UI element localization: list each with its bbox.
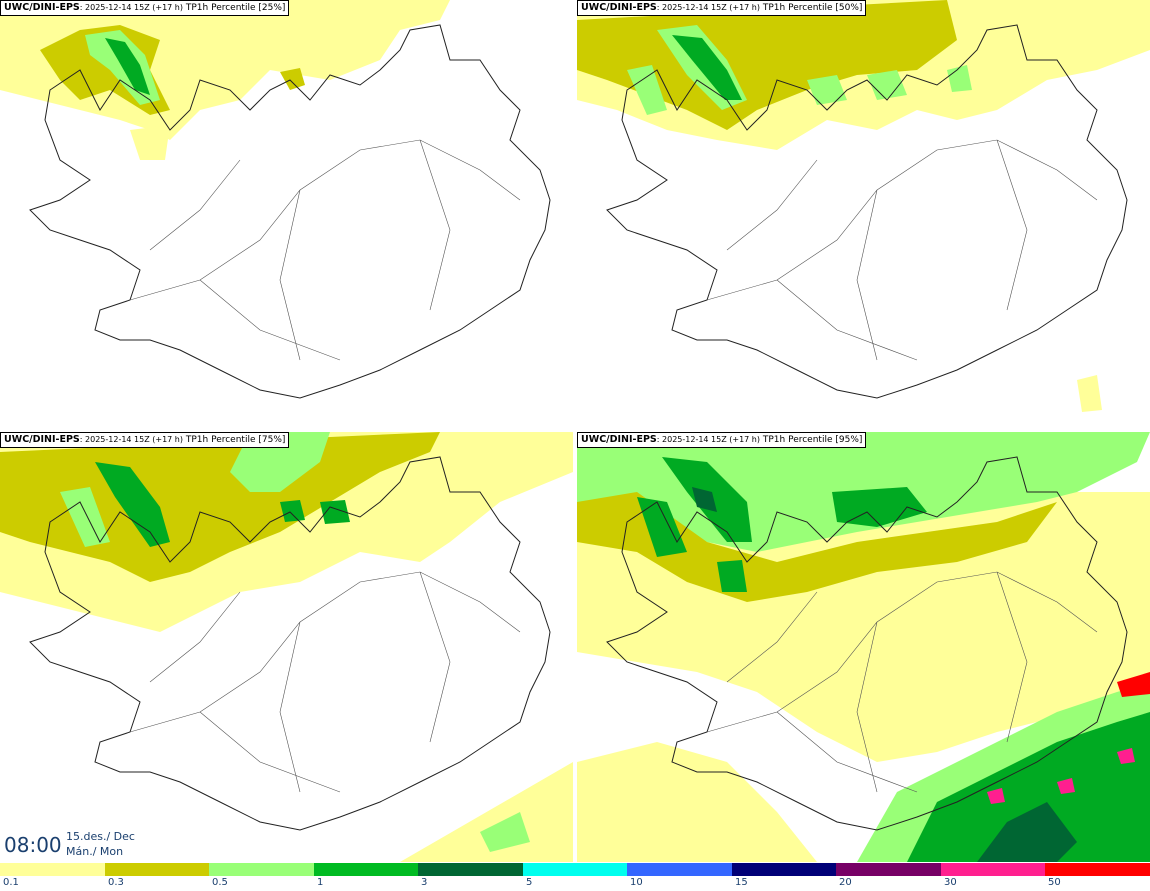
colorbar-tick-label: 30 — [944, 877, 957, 888]
colorbar-labels: 0.1 0.3 0.5 1 3 5 10 15 20 30 50 — [0, 876, 1150, 891]
colorbar-segment — [209, 863, 314, 876]
iceland-coastline — [606, 456, 1128, 831]
precip-area-green — [637, 457, 927, 592]
precip-area-red — [1117, 672, 1150, 697]
colorbar-tick-label: 50 — [1048, 877, 1061, 888]
precip-map-p50 — [577, 0, 1150, 412]
precip-area-light-green — [480, 812, 530, 852]
colorbar-segment — [1045, 863, 1150, 876]
iceland-coastline — [606, 24, 1128, 399]
precip-area-light-green — [60, 432, 330, 547]
panel-divider-horizontal — [0, 428, 1150, 432]
run-meta: : 2025-12-14 15Z (+17 h) — [656, 3, 760, 12]
precip-area-pink — [987, 748, 1135, 804]
precip-area-light-green — [627, 25, 747, 115]
precip-area-green — [95, 462, 350, 547]
colorbar-segment — [104, 863, 210, 876]
precip-area-dark-green — [977, 802, 1077, 862]
valid-date: 15.des./ Dec — [66, 830, 135, 843]
precip-area-olive — [280, 68, 305, 90]
road-network — [129, 139, 521, 361]
precip-area-green — [907, 712, 1150, 862]
colorbar-tick-label: 5 — [526, 877, 533, 888]
field-name: TP1h Percentile [50%] — [762, 3, 863, 13]
road-network — [706, 139, 1098, 361]
colorbar-segment — [836, 863, 941, 876]
panel-title: UWC/DINI-EPS: 2025-12-14 15Z (+17 h) TP1… — [0, 432, 290, 448]
road-network — [129, 571, 521, 793]
precip-map-p95 — [577, 432, 1150, 862]
valid-time-box: 08:00 15.des./ Dec Mán./ Mon — [0, 824, 140, 862]
precip-area-olive — [577, 492, 1057, 602]
colorbar-tick-label: 0.1 — [3, 877, 19, 888]
precip-map-p75 — [0, 432, 573, 862]
valid-weekday: Mán./ Mon — [66, 845, 124, 858]
field-name: TP1h Percentile [95%] — [762, 435, 863, 445]
colorbar-segment — [627, 863, 732, 876]
iceland-coastline — [29, 456, 551, 831]
precip-area-light-green — [807, 65, 972, 105]
colorbar-segment — [418, 863, 523, 876]
colorbar-tick-label: 10 — [630, 877, 643, 888]
colorbar-tick-label: 0.5 — [212, 877, 228, 888]
colorbar-tick-label: 0.3 — [108, 877, 124, 888]
colorbar-segment — [731, 863, 837, 876]
colorbar-tick-label: 1 — [317, 877, 324, 888]
panel-title: UWC/DINI-EPS: 2025-12-14 15Z (+17 h) TP1… — [0, 0, 290, 16]
map-panel-p75: UWC/DINI-EPS: 2025-12-14 15Z (+17 h) TP1… — [0, 432, 573, 862]
map-panel-p50: UWC/DINI-EPS: 2025-12-14 15Z (+17 h) TP1… — [577, 0, 1150, 428]
precip-area-light-yellow — [577, 742, 817, 862]
precip-colorbar — [0, 863, 1150, 876]
precip-area-dark-green — [692, 487, 717, 512]
run-meta: : 2025-12-14 15Z (+17 h) — [79, 435, 183, 444]
model-name: UWC/DINI-EPS — [4, 434, 80, 445]
run-meta: : 2025-12-14 15Z (+17 h) — [656, 435, 760, 444]
run-meta: : 2025-12-14 15Z (+17 h) — [79, 3, 183, 12]
precip-map-p25 — [0, 0, 551, 399]
precip-area-light-yellow — [400, 762, 573, 862]
map-panel-p95: UWC/DINI-EPS: 2025-12-14 15Z (+17 h) TP1… — [577, 432, 1150, 862]
colorbar-tick-label: 15 — [735, 877, 748, 888]
iceland-coastline — [29, 24, 551, 399]
colorbar-segment — [313, 863, 419, 876]
map-panel-p25: UWC/DINI-EPS: 2025-12-14 15Z (+17 h) TP1… — [0, 0, 573, 428]
colorbar-segment — [0, 863, 105, 876]
field-name: TP1h Percentile [25%] — [185, 3, 286, 13]
model-name: UWC/DINI-EPS — [4, 2, 80, 13]
model-name: UWC/DINI-EPS — [581, 434, 657, 445]
colorbar-segment — [522, 863, 628, 876]
precip-area-light-yellow — [130, 125, 170, 160]
field-name: TP1h Percentile [75%] — [185, 435, 286, 445]
model-name: UWC/DINI-EPS — [581, 2, 657, 13]
precip-area-green — [672, 35, 742, 100]
valid-time: 08:00 — [4, 833, 62, 857]
colorbar-tick-label: 20 — [839, 877, 852, 888]
road-network — [706, 571, 1098, 793]
colorbar-segment — [940, 863, 1046, 876]
panel-title: UWC/DINI-EPS: 2025-12-14 15Z (+17 h) TP1… — [577, 0, 867, 16]
panel-title: UWC/DINI-EPS: 2025-12-14 15Z (+17 h) TP1… — [577, 432, 867, 448]
colorbar-tick-label: 3 — [421, 877, 428, 888]
precip-area-light-yellow — [1077, 375, 1102, 412]
precip-area-green — [105, 38, 150, 95]
